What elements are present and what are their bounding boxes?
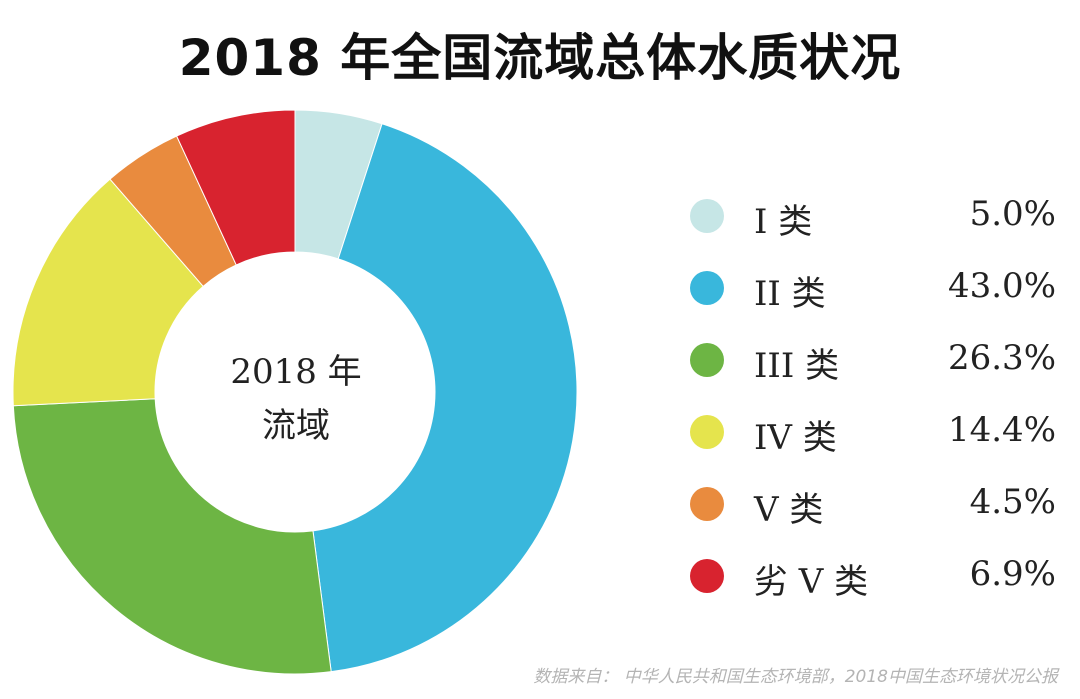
legend-label-class-1: I 类 [754, 202, 813, 242]
legend-label-class-2: II 类 [754, 274, 826, 314]
legend-value-class-4: 14.4% [947, 410, 1056, 450]
center-label-basin: 流域 [262, 406, 330, 446]
chart-title: 2018 年全国流域总体水质状况 [178, 29, 902, 87]
legend-label-class-worse-5: 劣 V 类 [754, 562, 869, 602]
legend-swatch-class-4 [690, 415, 724, 449]
donut-slice-class-2 [312, 123, 578, 673]
legend-item-class-3: III 类 26.3% [684, 334, 1056, 406]
donut-chart [12, 109, 578, 675]
legend-value-class-1: 5.0% [969, 194, 1056, 234]
legend-item-class-1: I 类 5.0% [684, 190, 1056, 262]
legend-value-class-3: 26.3% [947, 338, 1056, 378]
donut-slice-class-3 [12, 398, 332, 675]
legend-swatch-class-3 [690, 343, 724, 377]
legend-item-class-worse-5: 劣 V 类 6.9% [684, 550, 1056, 622]
legend-swatch-class-1 [690, 199, 724, 233]
legend-swatch-class-worse-5 [690, 559, 724, 593]
legend-value-class-5: 4.5% [969, 482, 1056, 522]
legend: I 类 5.0% II 类 43.0% III 类 26.3% IV 类 14.… [684, 190, 1056, 622]
legend-label-class-4: IV 类 [754, 418, 837, 458]
legend-item-class-4: IV 类 14.4% [684, 406, 1056, 478]
legend-label-class-3: III 类 [754, 346, 840, 386]
center-label-year: 2018 年 [230, 352, 362, 392]
legend-label-class-5: V 类 [754, 490, 824, 530]
legend-value-class-worse-5: 6.9% [969, 554, 1056, 594]
legend-item-class-5: V 类 4.5% [684, 478, 1056, 550]
donut-slice-class-4 [12, 178, 204, 407]
legend-swatch-class-2 [690, 271, 724, 305]
data-source-note: 数据来自： 中华人民共和国生态环境部，2018中国生态环境状况公报 [533, 667, 1058, 687]
legend-swatch-class-5 [690, 487, 724, 521]
legend-item-class-2: II 类 43.0% [684, 262, 1056, 334]
legend-value-class-2: 43.0% [947, 266, 1056, 306]
donut-slice-class-worse-5 [175, 109, 296, 266]
